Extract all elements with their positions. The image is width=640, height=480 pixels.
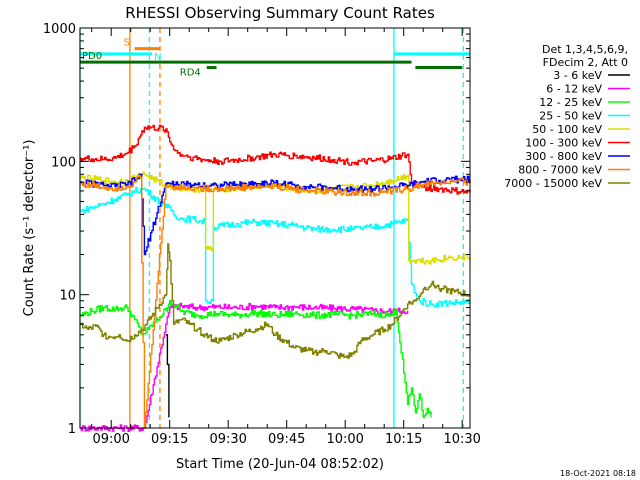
series-line-2 (80, 300, 432, 419)
x-tick-label-0: 09:00 (92, 432, 129, 447)
legend-title-0: Det 1,3,4,5,6,9, (542, 43, 628, 56)
y-tick-label-2: 100 (51, 155, 76, 170)
series-lines (80, 124, 471, 432)
legend: Det 1,3,4,5,6,9,FDecim 2, Att 03 - 6 keV… (504, 43, 630, 190)
x-tick-label-5: 10:15 (385, 432, 422, 447)
series-line-3 (80, 186, 471, 308)
x-tick-label-1: 09:15 (151, 432, 188, 447)
footer-timestamp: 18-Oct-2021 08:18 (560, 469, 636, 478)
y-tick-label-1: 10 (59, 289, 76, 304)
legend-label-6: 300 - 800 keV (525, 150, 602, 163)
legend-label-0: 3 - 6 keV (553, 69, 602, 82)
series-line-0 (165, 334, 170, 418)
legend-label-3: 25 - 50 keV (539, 110, 602, 123)
axis-ticks: 09:00 09:15 09:30 09:45 10:00 10:15 10:30 1 10 10… (43, 22, 481, 447)
legend-label-7: 800 - 7000 keV (518, 164, 602, 177)
legend-label-2: 12 - 25 keV (539, 96, 602, 109)
flag-bars: S N PD0 RD4 (80, 38, 470, 79)
series-line-8 (80, 243, 471, 359)
series-line-7 (80, 174, 471, 429)
x-tick-label-4: 10:00 (326, 432, 363, 447)
plot-frame (79, 27, 471, 429)
y-axis-label: Count Rate (s⁻¹ detector⁻¹) (22, 140, 37, 317)
x-tick-label-2: 09:30 (209, 432, 246, 447)
series-line-5 (80, 124, 471, 195)
flag-label-pd0: PD0 (82, 51, 102, 62)
flag-label-n: N (154, 52, 161, 63)
legend-label-4: 50 - 100 keV (532, 123, 602, 136)
series-line-6 (80, 173, 471, 256)
flag-label-rd4: RD4 (180, 68, 201, 79)
series-line-1 (80, 302, 409, 432)
legend-label-1: 6 - 12 keV (546, 83, 602, 96)
x-tick-label-3: 09:45 (268, 432, 305, 447)
legend-label-5: 100 - 300 keV (525, 137, 602, 150)
flag-label-s: S (124, 38, 130, 49)
y-tick-label-0: 1 (68, 422, 76, 437)
legend-label-8: 7000 - 15000 keV (504, 177, 602, 190)
x-axis-label: Start Time (20-Jun-04 08:52:02) (176, 457, 384, 472)
chart-title: RHESSI Observing Summary Count Rates (125, 4, 435, 22)
legend-title-1: FDecim 2, Att 0 (543, 56, 628, 69)
x-tick-label-6: 10:30 (443, 432, 480, 447)
y-tick-label-3: 1000 (43, 22, 76, 37)
vertical-markers (79, 28, 465, 428)
